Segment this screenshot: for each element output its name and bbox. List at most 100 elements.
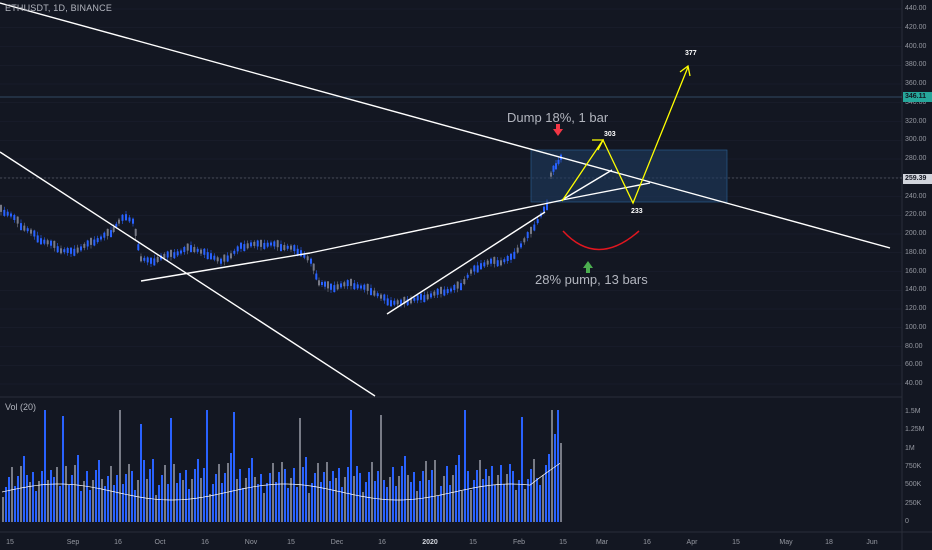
volume-tick: 1M: [905, 444, 915, 452]
rounding-arc[interactable]: [562, 230, 640, 251]
volume-bar: [536, 478, 538, 522]
volume-bar: [206, 410, 208, 522]
volume-bar: [377, 471, 379, 522]
volume-bar: [257, 484, 259, 522]
volume-bar: [116, 475, 118, 522]
volume-bar: [119, 410, 121, 522]
volume-bar: [518, 480, 520, 522]
volume-bar: [296, 487, 298, 522]
volume-bar: [128, 464, 130, 522]
volume-bar: [470, 490, 472, 522]
price-tick: 120.00: [905, 305, 927, 312]
volume-bar: [533, 459, 535, 522]
volume-bar: [269, 473, 271, 522]
volume-bar: [485, 469, 487, 522]
volume-bar: [350, 410, 352, 522]
time-tick: Jun: [866, 539, 878, 546]
price-tick: 320.00: [905, 117, 927, 125]
time-tick: 16: [114, 539, 122, 546]
volume-bar: [467, 471, 469, 522]
volume-bar: [140, 424, 142, 522]
volume-indicator-label[interactable]: Vol (20): [5, 402, 37, 412]
descending-trendline-long[interactable]: [0, 2, 891, 249]
target-label-233: 233: [631, 208, 643, 215]
green-up-arrow-icon: [583, 261, 593, 273]
volume-bar: [50, 470, 52, 522]
volume-bar: [455, 465, 457, 522]
volume-bar: [152, 459, 154, 522]
volume-bar: [68, 485, 70, 522]
volume-bar: [182, 480, 184, 522]
volume-bar: [134, 490, 136, 522]
symbol-label[interactable]: ETHUSDT, 1D, BINANCE: [5, 3, 113, 13]
fan-line-2[interactable]: [561, 182, 651, 201]
volume-bar: [545, 465, 547, 522]
volume-bar: [272, 463, 274, 522]
volume-bar: [176, 483, 178, 522]
volume-bar: [107, 476, 109, 522]
volume-bar: [368, 472, 370, 522]
volume-bar: [227, 463, 229, 522]
volume-bar: [491, 466, 493, 522]
volume-bar: [410, 482, 412, 522]
price-tick: 340.00: [905, 98, 927, 106]
pump-annotation[interactable]: 28% pump, 13 bars: [535, 272, 648, 287]
volume-bar: [461, 491, 463, 522]
volume-bar: [530, 469, 532, 522]
volume-bar: [380, 415, 382, 522]
volume-bar: [125, 474, 127, 522]
volume-bar: [434, 460, 436, 522]
volume-bar: [278, 472, 280, 522]
volume-bar: [557, 410, 559, 522]
volume-bar: [356, 466, 358, 522]
dump-annotation[interactable]: Dump 18%, 1 bar: [507, 110, 609, 125]
volume-bar: [197, 459, 199, 522]
volume-bar: [137, 480, 139, 522]
volume-bar: [143, 460, 145, 522]
rising-trendline[interactable]: [386, 211, 546, 315]
volume-bar: [62, 416, 64, 522]
volume-bar: [551, 410, 553, 522]
volume-bar: [440, 486, 442, 522]
volume-bar: [8, 477, 10, 522]
time-tick: 15: [559, 539, 567, 546]
volume-bar: [29, 482, 31, 522]
time-tick: 15: [6, 539, 14, 546]
volume-bar: [452, 475, 454, 522]
red-down-arrow-icon: [553, 124, 563, 136]
volume-bar: [95, 470, 97, 522]
projection-path[interactable]: [561, 66, 689, 205]
time-tick: 18: [825, 539, 833, 546]
volume-bar: [110, 466, 112, 522]
volume-bar: [542, 475, 544, 522]
volume-bar: [35, 491, 37, 522]
support-trendline-left[interactable]: [140, 252, 311, 282]
volume-bar: [173, 464, 175, 522]
volume-bar: [437, 496, 439, 522]
volume-bar: [476, 470, 478, 522]
volume-bar: [113, 485, 115, 522]
support-trendline-right[interactable]: [309, 199, 564, 254]
current-price-tag: 259.39: [903, 174, 932, 184]
trendlines[interactable]: [0, 2, 891, 397]
volume-bar: [101, 479, 103, 522]
projection-arrowhead-377: [679, 64, 691, 77]
volume-bar: [236, 479, 238, 522]
volume-bar: [494, 485, 496, 522]
volume-bar: [515, 490, 517, 522]
volume-bar: [194, 469, 196, 522]
volume-bar: [335, 478, 337, 522]
volume-bar: [209, 494, 211, 522]
volume-bar: [449, 485, 451, 522]
time-tick: 16: [378, 539, 386, 546]
volume-bar: [497, 475, 499, 522]
volume-bar: [14, 486, 16, 522]
volume-bar: [554, 434, 556, 522]
volume-bar: [359, 473, 361, 522]
volume-bar: [281, 462, 283, 522]
fan-line-1[interactable]: [561, 169, 613, 201]
volume-tick: 250K: [905, 499, 922, 507]
volume-bar: [443, 476, 445, 522]
volume-bar: [275, 482, 277, 522]
